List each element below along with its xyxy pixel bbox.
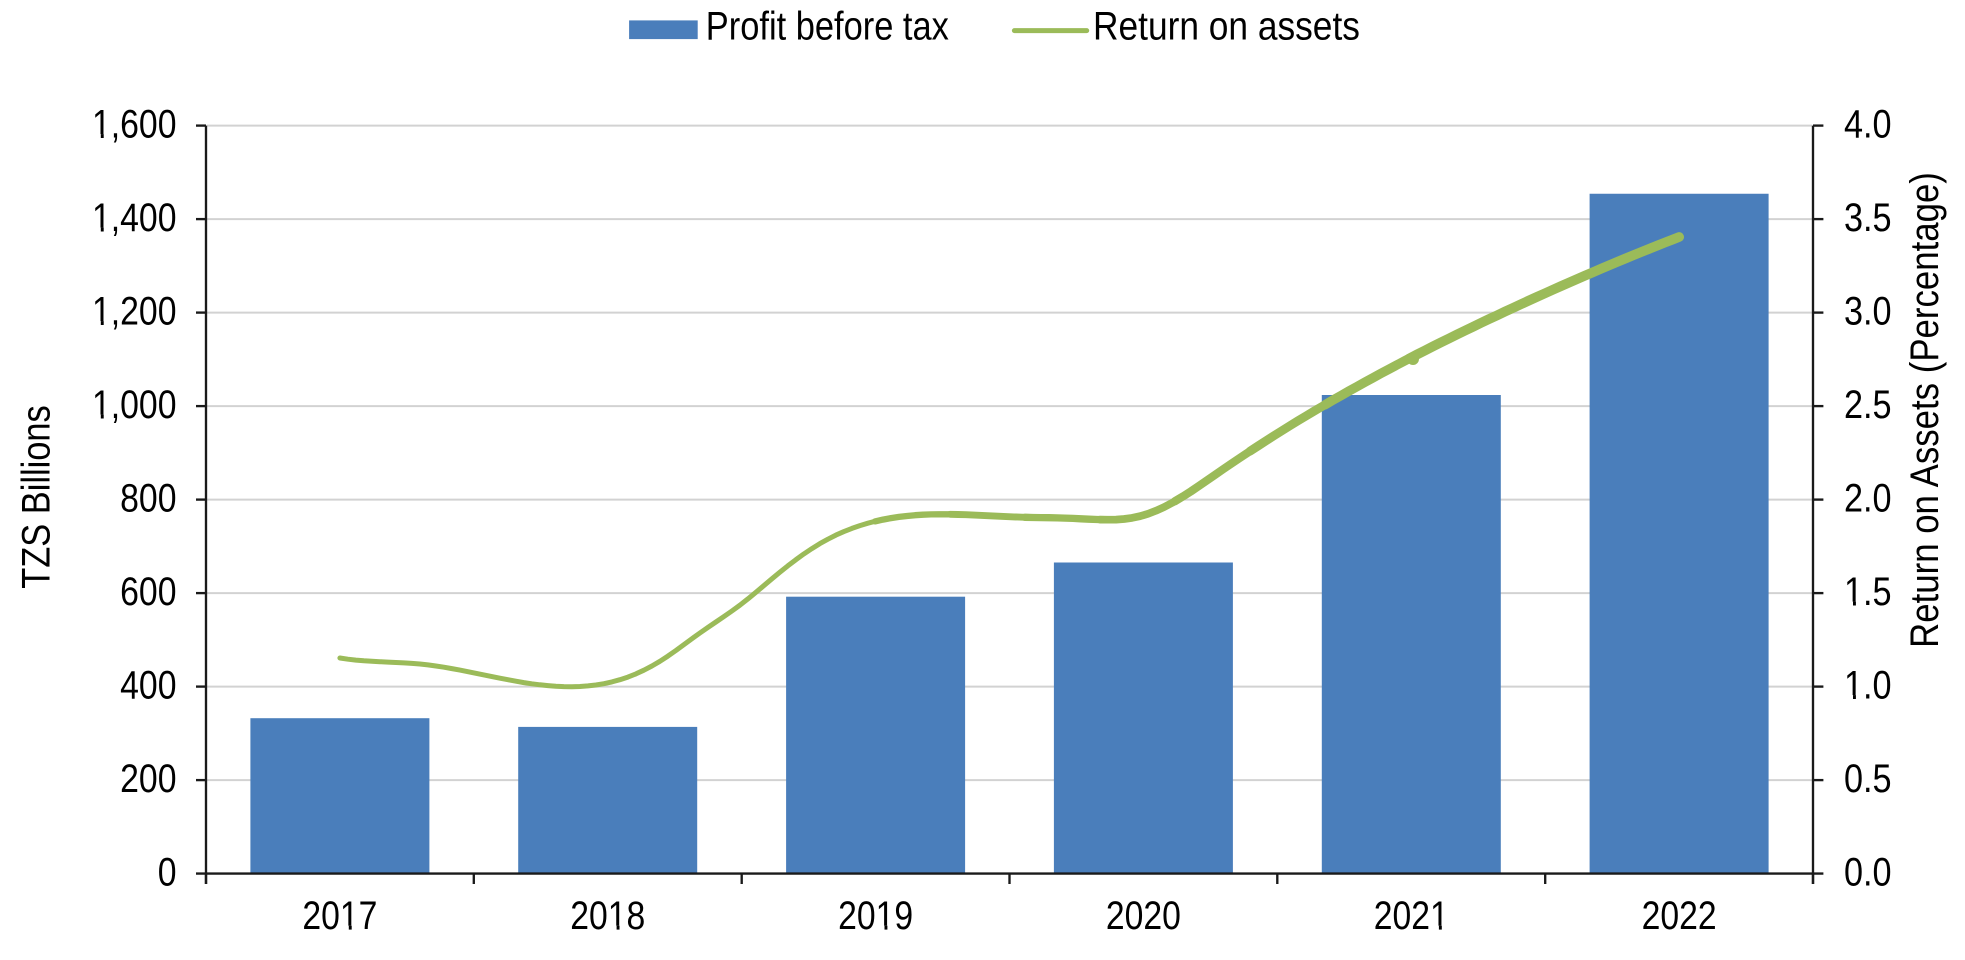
svg-text:200: 200 — [120, 755, 176, 800]
svg-text:TZS Billions: TZS Billions — [13, 405, 58, 588]
svg-text:2017: 2017 — [302, 894, 377, 938]
svg-text:Profit before tax: Profit before tax — [706, 3, 949, 48]
svg-text:Return on assets: Return on assets — [1093, 3, 1360, 48]
svg-text:1,400: 1,400 — [92, 194, 177, 239]
svg-text:1,600: 1,600 — [92, 101, 177, 146]
svg-text:0.0: 0.0 — [1844, 849, 1892, 894]
svg-text:0: 0 — [158, 849, 177, 894]
svg-text:2022: 2022 — [1642, 894, 1717, 938]
svg-text:2.0: 2.0 — [1844, 475, 1892, 520]
svg-text:2018: 2018 — [570, 894, 645, 938]
svg-text:3.0: 3.0 — [1844, 288, 1892, 333]
svg-text:1,000: 1,000 — [92, 381, 177, 426]
svg-text:1,200: 1,200 — [92, 288, 177, 333]
svg-text:2020: 2020 — [1106, 894, 1181, 938]
svg-text:400: 400 — [120, 662, 176, 707]
svg-text:0.5: 0.5 — [1844, 756, 1892, 801]
svg-text:800: 800 — [120, 475, 176, 520]
svg-text:2.5: 2.5 — [1844, 382, 1892, 427]
svg-text:2021: 2021 — [1374, 894, 1449, 938]
svg-text:600: 600 — [120, 568, 176, 613]
svg-text:3.5: 3.5 — [1844, 195, 1892, 240]
svg-text:1.0: 1.0 — [1844, 662, 1892, 707]
svg-text:1.5: 1.5 — [1844, 569, 1892, 614]
svg-text:Return on Assets (Percentage): Return on Assets (Percentage) — [1902, 172, 1947, 648]
svg-text:2019: 2019 — [838, 894, 913, 938]
svg-text:4.0: 4.0 — [1844, 101, 1892, 146]
